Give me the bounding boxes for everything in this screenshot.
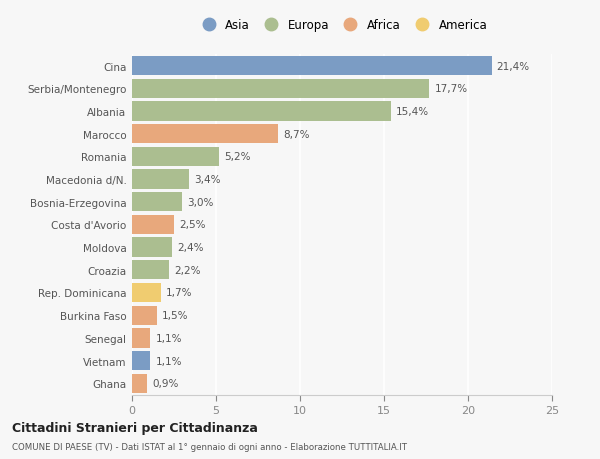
Text: 1,7%: 1,7% [166, 288, 192, 298]
Text: 15,4%: 15,4% [396, 106, 429, 117]
Text: 3,4%: 3,4% [194, 174, 221, 185]
Bar [132, 102, 391, 121]
Text: 2,5%: 2,5% [179, 220, 206, 230]
Text: 8,7%: 8,7% [283, 129, 310, 140]
Text: 17,7%: 17,7% [434, 84, 467, 94]
Text: 21,4%: 21,4% [497, 62, 530, 72]
Bar [132, 57, 491, 76]
Bar [132, 261, 169, 280]
Bar [132, 329, 151, 348]
Bar [132, 283, 161, 302]
Bar [132, 238, 172, 257]
Text: 3,0%: 3,0% [187, 197, 214, 207]
Bar [132, 125, 278, 144]
Text: 5,2%: 5,2% [224, 152, 251, 162]
Text: 2,4%: 2,4% [178, 242, 204, 252]
Bar [132, 215, 174, 235]
Bar [132, 79, 430, 99]
Bar [132, 351, 151, 370]
Text: 1,1%: 1,1% [155, 333, 182, 343]
Text: 0,9%: 0,9% [152, 378, 179, 388]
Bar [132, 147, 220, 167]
Bar [132, 374, 147, 393]
Bar [132, 193, 182, 212]
Text: 1,5%: 1,5% [162, 310, 189, 320]
Bar [132, 170, 189, 189]
Bar [132, 306, 157, 325]
Text: 2,2%: 2,2% [174, 265, 200, 275]
Legend: Asia, Europa, Africa, America: Asia, Europa, Africa, America [194, 17, 490, 34]
Text: COMUNE DI PAESE (TV) - Dati ISTAT al 1° gennaio di ogni anno - Elaborazione TUTT: COMUNE DI PAESE (TV) - Dati ISTAT al 1° … [12, 442, 407, 451]
Text: Cittadini Stranieri per Cittadinanza: Cittadini Stranieri per Cittadinanza [12, 421, 258, 434]
Text: 1,1%: 1,1% [155, 356, 182, 366]
